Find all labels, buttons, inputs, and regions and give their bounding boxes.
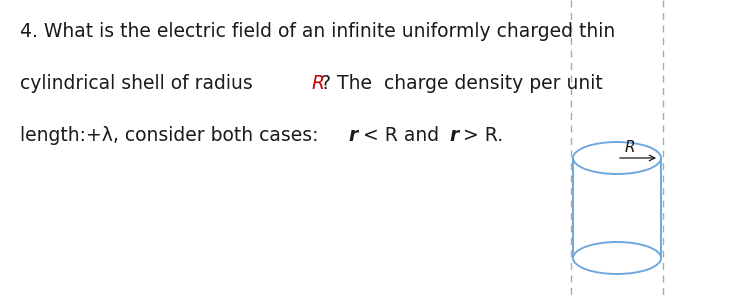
Text: cylindrical shell of radius: cylindrical shell of radius: [20, 74, 259, 93]
Text: > R.: > R.: [457, 126, 503, 145]
Text: r: r: [349, 126, 358, 145]
Text: 4. What is the electric field of an infinite uniformly charged thin: 4. What is the electric field of an infi…: [20, 22, 615, 41]
Text: r: r: [449, 126, 458, 145]
Ellipse shape: [573, 142, 661, 174]
Text: R: R: [311, 74, 324, 93]
Text: length:+λ, consider both cases:: length:+λ, consider both cases:: [20, 126, 325, 145]
Text: R: R: [625, 140, 635, 155]
Text: < R and: < R and: [357, 126, 445, 145]
Text: ? The  charge density per unit: ? The charge density per unit: [321, 74, 603, 93]
Ellipse shape: [573, 242, 661, 274]
